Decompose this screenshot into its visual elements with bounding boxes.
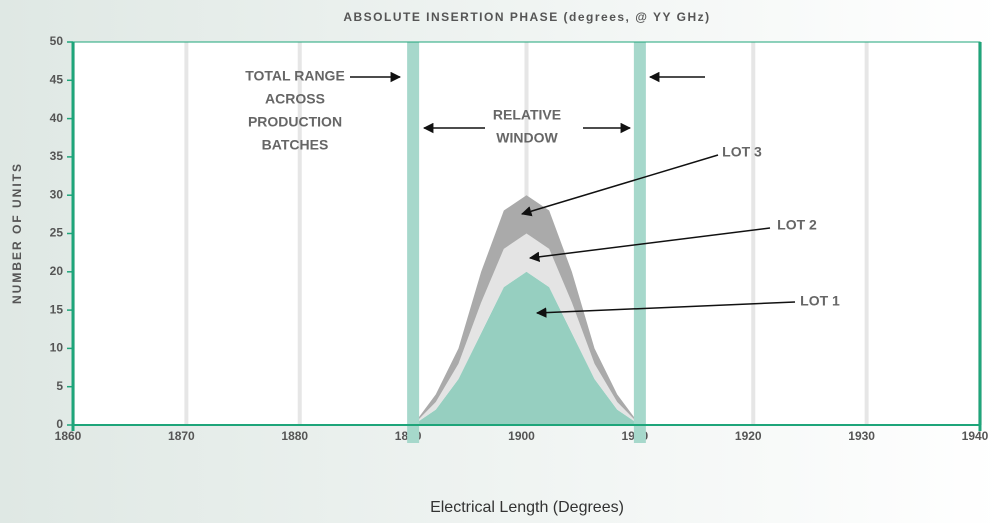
y-tick-label: 10	[50, 341, 64, 355]
chart-title: ABSOLUTE INSERTION PHASE (degrees, @ YY …	[343, 10, 710, 24]
arrow	[535, 301, 796, 318]
y-tick-label: 15	[50, 302, 64, 316]
x-tick-label: 1860	[55, 429, 82, 443]
x-axis-label: Electrical Length (Degrees)	[430, 499, 624, 516]
area	[413, 233, 640, 425]
series-label: LOT 1	[800, 293, 840, 309]
arrow	[528, 227, 771, 263]
range-band	[407, 42, 420, 443]
area	[413, 271, 640, 425]
annotation: BATCHES	[262, 137, 329, 153]
annotation: ACROSS	[265, 91, 325, 107]
y-tick-label: 30	[50, 187, 64, 201]
y-tick-label: 25	[50, 226, 64, 240]
annotation: PRODUCTION	[248, 114, 342, 130]
y-tick-label: 45	[50, 72, 64, 86]
annotation: TOTAL RANGE	[245, 68, 345, 84]
y-tick-label: 0	[56, 417, 63, 431]
series-label: LOT 3	[722, 144, 762, 160]
x-tick-label: 1880	[281, 429, 308, 443]
y-tick-label: 5	[56, 379, 63, 393]
x-tick-label: 1920	[735, 429, 762, 443]
y-axis-label: NUMBER OF UNITS	[10, 162, 24, 304]
x-tick-label: 1930	[848, 429, 875, 443]
arrow	[520, 154, 719, 217]
x-tick-label: 1900	[508, 429, 535, 443]
x-tick-label: 1940	[962, 429, 989, 443]
y-tick-label: 35	[50, 149, 64, 163]
y-tick-label: 40	[50, 111, 64, 125]
series-label: LOT 2	[777, 217, 817, 233]
annotation: RELATIVE	[493, 107, 561, 123]
plot: 1860187018801890190019101920193019400510…	[50, 34, 989, 443]
y-tick-label: 50	[50, 34, 64, 48]
range-band	[633, 42, 646, 443]
area	[413, 195, 640, 425]
annotation: WINDOW	[496, 130, 558, 146]
y-tick-label: 20	[50, 264, 64, 278]
x-tick-label: 1870	[168, 429, 195, 443]
